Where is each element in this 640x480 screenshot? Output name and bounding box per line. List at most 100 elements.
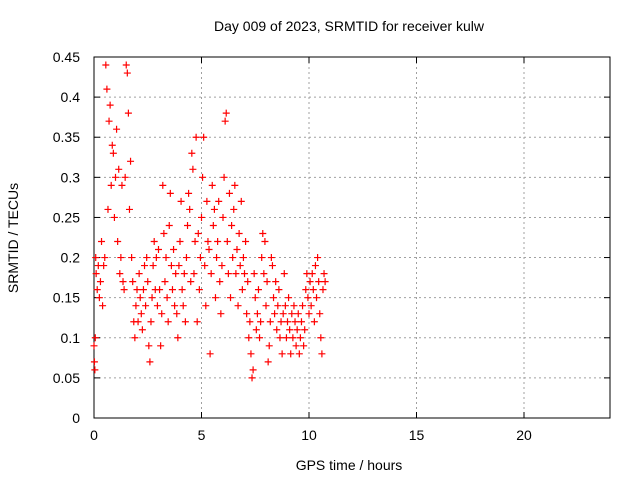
data-point (244, 278, 252, 286)
x-axis-label: GPS time / hours (296, 457, 403, 473)
data-point (189, 165, 197, 173)
data-point (250, 270, 258, 278)
y-tick-label: 0.2 (61, 250, 81, 266)
data-point (121, 173, 129, 181)
data-point (321, 278, 329, 286)
data-point (235, 229, 243, 237)
data-point (93, 286, 101, 294)
data-point (258, 254, 266, 262)
data-point (128, 254, 136, 262)
data-point (249, 366, 257, 374)
data-point (194, 229, 202, 237)
data-point (185, 189, 193, 197)
data-point (210, 205, 218, 213)
data-point (112, 173, 119, 181)
data-point (104, 205, 112, 213)
data-point (245, 334, 253, 342)
data-point (231, 181, 239, 189)
y-tick-label: 0.3 (61, 169, 81, 185)
data-point (120, 286, 128, 294)
data-point (304, 294, 312, 302)
data-point (273, 326, 281, 334)
data-point (156, 286, 164, 294)
data-point (147, 318, 155, 326)
data-point (186, 205, 194, 213)
data-point (145, 342, 153, 350)
data-point (234, 302, 242, 310)
data-point (301, 326, 309, 334)
data-point (253, 310, 261, 318)
data-point (180, 270, 188, 278)
data-point (318, 350, 326, 358)
data-point (199, 173, 207, 181)
data-point (109, 149, 117, 157)
data-point (141, 262, 149, 270)
data-point (248, 374, 256, 382)
data-point (181, 318, 189, 326)
data-point (279, 310, 287, 318)
y-axis-label: SRMTID / TECUs (5, 183, 21, 293)
data-point (200, 133, 208, 141)
data-point (295, 350, 303, 358)
data-point (218, 262, 226, 270)
data-point (118, 181, 126, 189)
y-tick-label: 0.35 (53, 129, 80, 145)
data-point (270, 294, 278, 302)
data-point (278, 350, 286, 358)
data-point (274, 302, 282, 310)
data-point (243, 310, 251, 318)
data-point (139, 286, 147, 294)
data-point (136, 294, 144, 302)
data-point (228, 221, 236, 229)
data-point (168, 286, 176, 294)
data-point (217, 310, 225, 318)
data-point (170, 246, 178, 254)
data-point (146, 358, 154, 366)
data-point (251, 294, 259, 302)
data-point (293, 326, 301, 334)
data-point (219, 213, 227, 221)
data-point (158, 310, 166, 318)
data-point (263, 278, 271, 286)
data-point (178, 286, 186, 294)
data-point (163, 294, 171, 302)
data-point (319, 286, 327, 294)
data-point (101, 254, 109, 262)
data-point (209, 221, 217, 229)
data-point (213, 254, 221, 262)
data-point (177, 197, 185, 205)
data-point (171, 302, 179, 310)
data-point (92, 254, 100, 262)
data-point (135, 270, 143, 278)
data-point (148, 294, 156, 302)
data-point (204, 238, 212, 246)
data-point (214, 238, 222, 246)
data-point (161, 278, 169, 286)
data-point (152, 254, 160, 262)
data-point (98, 238, 106, 246)
data-point (195, 286, 203, 294)
data-point (317, 334, 325, 342)
data-point (115, 165, 123, 173)
data-point (268, 262, 276, 270)
data-point (290, 302, 298, 310)
data-point (225, 189, 233, 197)
data-point (246, 318, 254, 326)
data-point (288, 310, 296, 318)
data-point (280, 270, 288, 278)
data-point (239, 254, 247, 262)
data-point (292, 342, 300, 350)
data-point (91, 366, 99, 374)
data-point (105, 117, 113, 125)
data-point (277, 318, 285, 326)
data-point (232, 270, 240, 278)
y-tick-label: 0.4 (61, 89, 81, 105)
data-point (230, 205, 238, 213)
data-point (233, 246, 241, 254)
data-point (289, 334, 297, 342)
data-point (134, 318, 142, 326)
data-point (237, 197, 245, 205)
data-point (314, 254, 322, 262)
data-point (176, 238, 184, 246)
y-tick-label: 0.05 (53, 370, 80, 386)
